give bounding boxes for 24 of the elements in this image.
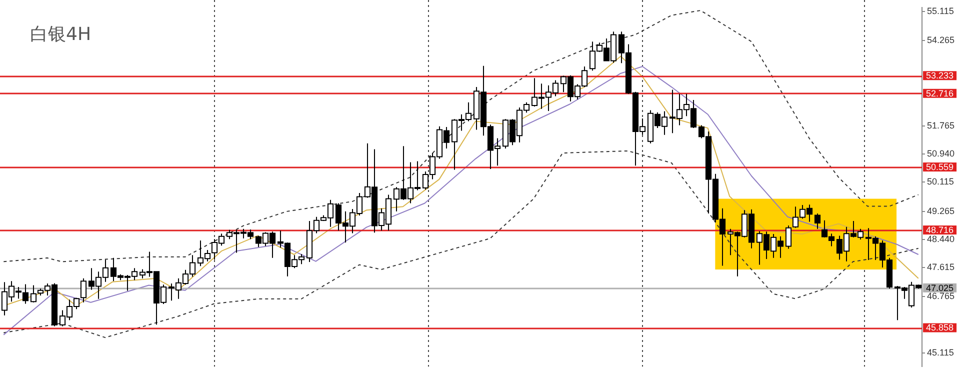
candlestick <box>80 278 87 303</box>
y-tick-label: 51.765 <box>927 120 955 130</box>
y-tick-label: 46.765 <box>927 291 955 302</box>
ref-line-label: 52.716 <box>926 88 954 98</box>
candlestick <box>22 284 29 304</box>
text: 白银4H <box>30 23 91 46</box>
line-series <box>3 150 919 338</box>
ref-line-label: 48.716 <box>926 225 954 236</box>
y-tick-label: 49.265 <box>927 206 955 216</box>
candlestick <box>785 224 792 250</box>
ref-line-label: 47.025 <box>926 282 954 293</box>
ref-line-label: 53.233 <box>926 70 954 81</box>
y-tick-label: 50.115 <box>927 176 954 187</box>
y-tick-label: 55.115 <box>927 6 954 16</box>
y-tick-label: 50.940 <box>927 148 955 159</box>
y-tick-label: 48.440 <box>927 234 955 244</box>
line-series <box>3 10 919 262</box>
ref-line-label: 50.559 <box>926 162 954 172</box>
candlestick <box>814 212 821 230</box>
y-tick-label: 54.265 <box>927 34 955 45</box>
y-tick-label: 45.115 <box>927 348 954 358</box>
candlestick <box>30 284 37 303</box>
ref-line-label: 45.858 <box>926 322 954 333</box>
y-tick-label: 47.615 <box>927 262 955 272</box>
